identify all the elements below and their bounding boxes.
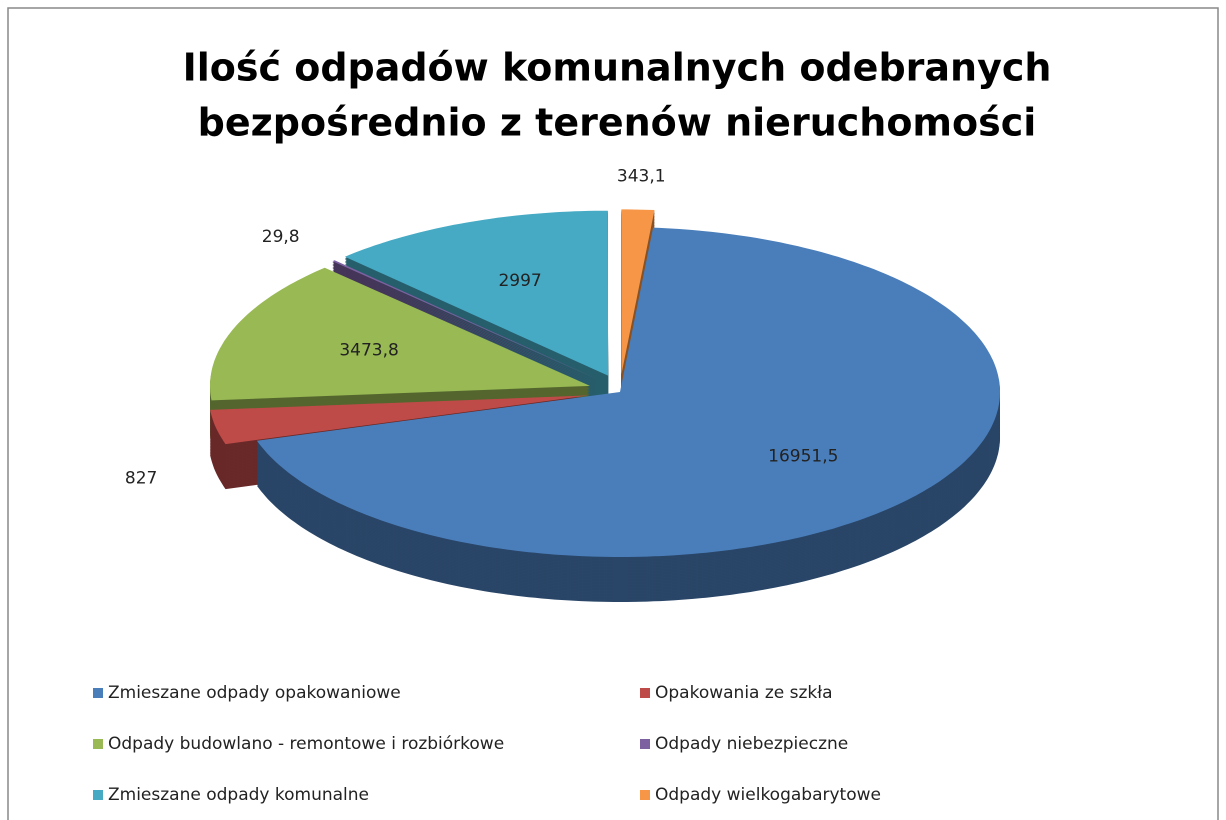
legend-swatch xyxy=(93,790,103,800)
slice xyxy=(344,210,609,376)
legend-swatch xyxy=(640,688,650,698)
legend-label: Zmieszane odpady komunalne xyxy=(108,785,369,805)
slice xyxy=(332,260,598,380)
slice-side xyxy=(332,266,598,386)
slice-side xyxy=(332,261,598,381)
legend-swatch xyxy=(93,688,103,698)
legend-label: Odpady wielkogabarytowe xyxy=(655,785,881,805)
legend-swatch xyxy=(640,739,650,749)
legend-label: Odpady budowlano - remontowe i rozbiórko… xyxy=(108,734,504,754)
slice xyxy=(210,395,589,445)
slice xyxy=(621,209,655,375)
slice-side xyxy=(332,269,598,389)
chart-title: Ilość odpadów komunalnych odebranych xyxy=(183,46,1052,90)
legend-swatch xyxy=(93,739,103,749)
legend-label: Odpady niebezpieczne xyxy=(655,734,848,754)
data-label: 2997 xyxy=(498,271,541,291)
slice xyxy=(256,227,1000,557)
slice-side xyxy=(332,264,598,384)
data-label: 16951,5 xyxy=(768,446,838,466)
legend-label: Zmieszane odpady opakowaniowe xyxy=(108,683,401,703)
legend-swatch xyxy=(640,790,650,800)
slice-side xyxy=(332,267,598,387)
legend-label: Opakowania ze szkła xyxy=(655,683,833,703)
chart-title: bezpośrednio z terenów nieruchomości xyxy=(198,101,1037,145)
data-label: 827 xyxy=(125,469,157,489)
data-label: 29,8 xyxy=(262,227,300,247)
slice-side xyxy=(332,263,598,383)
slice xyxy=(210,267,590,401)
data-label: 343,1 xyxy=(617,167,666,187)
data-label: 3473,8 xyxy=(339,340,398,360)
